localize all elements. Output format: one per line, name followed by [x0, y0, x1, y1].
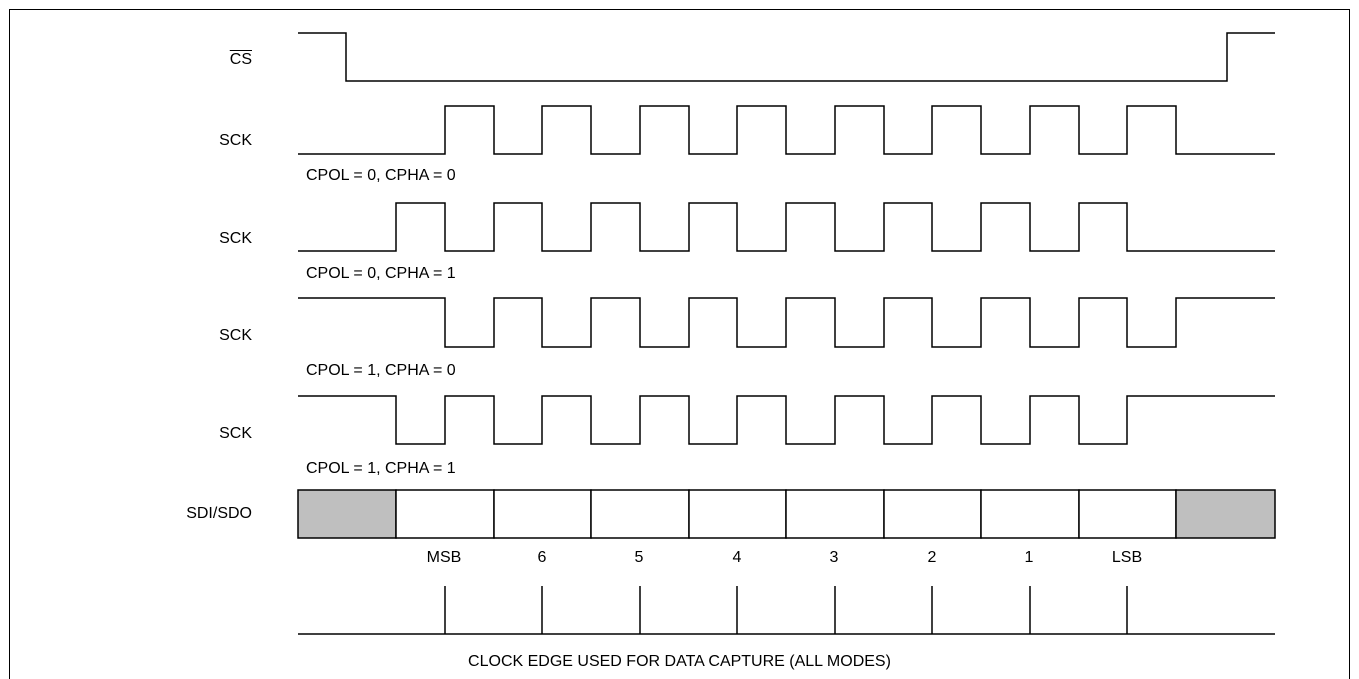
mode-label-1: CPOL = 0, CPHA = 1 — [306, 265, 456, 282]
sck-waveform-mode3 — [298, 395, 1275, 445]
data-bit-cell-2 — [883, 489, 982, 539]
sdi-sdo-label: SDI/SDO — [186, 505, 252, 522]
sck-waveform-mode1 — [298, 202, 1275, 252]
bit-label-1: 1 — [1024, 549, 1034, 566]
data-bit-cell-4 — [688, 489, 787, 539]
data-bit-cell-7 — [395, 489, 495, 539]
capture-edge-label: CLOCK EDGE USED FOR DATA CAPTURE (ALL MO… — [468, 653, 891, 670]
sck-label-mode1: SCK — [219, 230, 252, 247]
bit-label-4: 4 — [732, 549, 742, 566]
bit-label-lsb: LSB — [1111, 549, 1143, 566]
data-bit-cell-6 — [493, 489, 592, 539]
cs-waveform — [298, 32, 1275, 82]
sck-waveform-mode2 — [298, 297, 1275, 348]
sck-label-mode3: SCK — [219, 425, 252, 442]
data-bit-cell-3 — [785, 489, 885, 539]
mode-label-0: CPOL = 0, CPHA = 0 — [306, 167, 456, 184]
mode-label-2: CPOL = 1, CPHA = 0 — [306, 362, 456, 379]
data-bit-cell-0 — [1078, 489, 1177, 539]
cs-label: CS — [229, 51, 252, 68]
sck-label-mode2: SCK — [219, 327, 252, 344]
bit-label-msb: MSB — [426, 549, 462, 566]
sck-waveform-mode0 — [298, 105, 1275, 155]
data-bit-cell-5 — [590, 489, 690, 539]
bit-label-5: 5 — [634, 549, 644, 566]
data-idle-end — [1175, 489, 1276, 539]
bit-label-3: 3 — [829, 549, 839, 566]
sck-label-mode0: SCK — [219, 132, 252, 149]
data-bit-cell-1 — [980, 489, 1080, 539]
mode-label-3: CPOL = 1, CPHA = 1 — [306, 460, 456, 477]
bit-label-6: 6 — [537, 549, 547, 566]
data-idle-start — [297, 489, 397, 539]
diagram-frame — [9, 9, 1350, 679]
bit-label-2: 2 — [927, 549, 937, 566]
